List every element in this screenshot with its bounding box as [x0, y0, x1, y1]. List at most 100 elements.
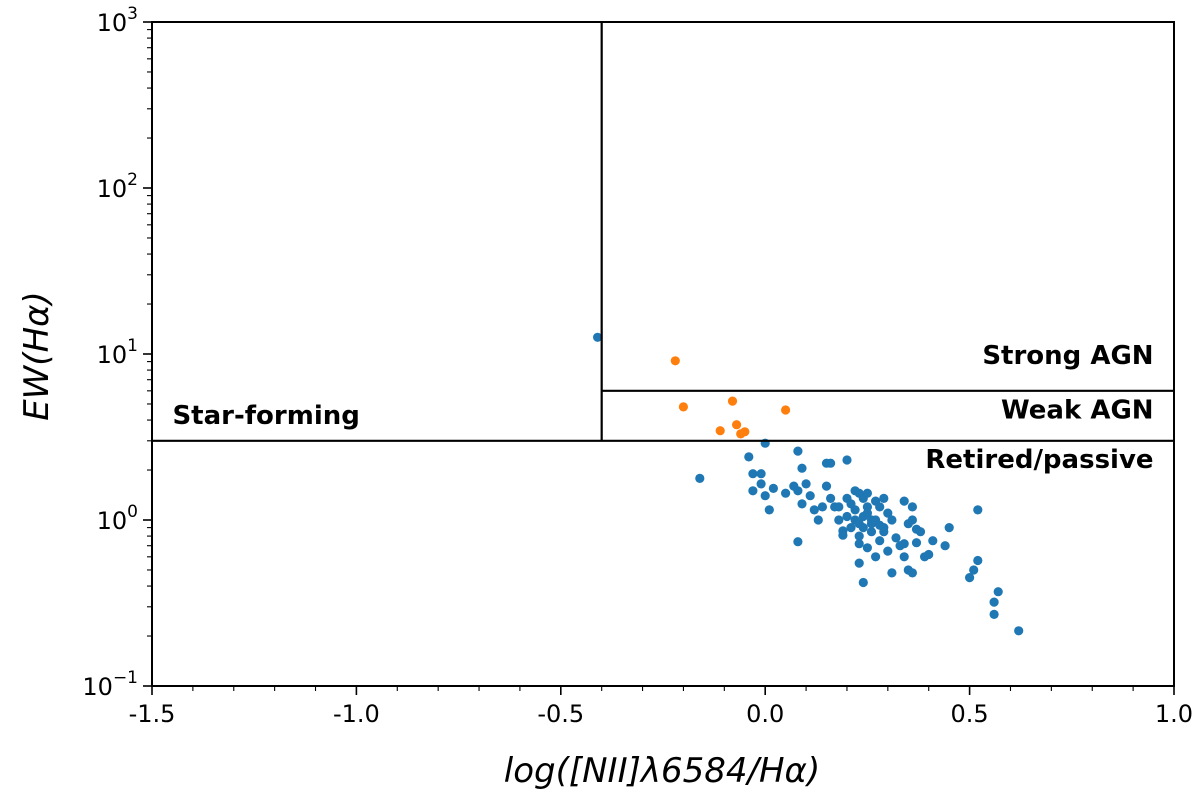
- data-point-blue: [793, 446, 803, 456]
- data-point-blue: [899, 552, 909, 562]
- data-point-blue: [781, 488, 791, 498]
- data-point-blue: [858, 577, 868, 588]
- data-point-blue: [989, 597, 999, 607]
- data-point-blue: [793, 486, 803, 496]
- data-point-blue: [744, 452, 754, 462]
- boundary-lines-layer: [152, 22, 1174, 442]
- data-point-blue: [907, 502, 918, 512]
- data-point-blue: [809, 505, 819, 515]
- y-tick-label: 103: [97, 4, 138, 37]
- data-point-blue: [854, 539, 864, 549]
- data-point-blue: [944, 523, 954, 533]
- data-point-blue: [797, 499, 807, 509]
- data-point-blue: [793, 537, 803, 547]
- data-point-blue: [891, 533, 901, 543]
- x-tick-label: -1.0: [333, 700, 380, 728]
- data-point-blue: [748, 469, 758, 479]
- x-tick-label: -1.5: [129, 700, 176, 728]
- data-point-orange: [740, 427, 750, 437]
- data-point-blue: [862, 508, 873, 518]
- data-point-blue: [854, 531, 864, 541]
- data-point-blue: [797, 463, 807, 473]
- data-point-blue: [748, 486, 758, 496]
- data-point-blue: [899, 496, 909, 506]
- axes-layer: -1.5 -1.0 -0.5 0.0 0.5 1.0 10−1 100 101 102 103: [82, 4, 1193, 728]
- data-point-orange: [715, 426, 725, 436]
- data-point-blue: [838, 530, 848, 540]
- region-label-star-forming: Star-forming: [172, 401, 359, 431]
- x-tick-label: 0.0: [746, 700, 784, 728]
- data-point-blue: [973, 505, 983, 515]
- data-point-blue: [899, 539, 909, 549]
- data-point-blue: [871, 552, 881, 562]
- data-point-blue: [858, 523, 868, 533]
- data-point-blue: [875, 536, 885, 546]
- region-labels-layer: Star-forming Strong AGN Weak AGN Retired/pa…: [172, 341, 1153, 475]
- data-point-orange: [781, 405, 791, 415]
- data-point-blue: [756, 479, 766, 489]
- data-point-blue: [834, 515, 844, 525]
- data-point-orange: [678, 402, 689, 412]
- data-point-blue: [875, 502, 885, 512]
- data-point-blue: [940, 541, 950, 551]
- data-point-blue: [907, 515, 918, 525]
- data-point-blue: [907, 568, 918, 578]
- data-points-layer: [593, 332, 1024, 636]
- x-axis-label: log([NII]λ6584/Hα): [504, 751, 820, 791]
- data-point-blue: [973, 555, 983, 566]
- data-point-blue: [1014, 626, 1024, 636]
- data-point-blue: [915, 527, 926, 537]
- data-point-blue: [969, 565, 979, 575]
- data-point-blue: [993, 587, 1003, 597]
- data-point-blue: [879, 493, 889, 503]
- data-point-blue: [764, 505, 774, 515]
- y-tick-label: 102: [97, 170, 138, 203]
- y-tick-label: 100: [97, 502, 138, 535]
- data-point-blue: [965, 573, 975, 583]
- data-point-blue: [756, 469, 766, 479]
- data-point-blue: [842, 511, 852, 522]
- data-point-blue: [879, 527, 889, 537]
- data-point-blue: [850, 505, 860, 515]
- data-point-blue: [821, 481, 832, 491]
- data-point-orange: [727, 396, 738, 406]
- data-point-blue: [826, 493, 836, 503]
- data-point-blue: [760, 491, 770, 501]
- data-point-blue: [834, 502, 844, 512]
- x-tick-label: 0.5: [951, 700, 989, 728]
- region-label-strong-agn: Strong AGN: [982, 341, 1153, 371]
- data-point-blue: [883, 508, 893, 518]
- data-point-blue: [911, 538, 922, 548]
- data-point-blue: [813, 515, 823, 525]
- x-tick-label: -0.5: [537, 700, 584, 728]
- region-label-weak-agn: Weak AGN: [1001, 395, 1154, 425]
- region-label-retired-passive: Retired/passive: [925, 445, 1153, 475]
- data-point-blue: [593, 332, 603, 342]
- data-point-blue: [887, 568, 897, 578]
- data-point-blue: [862, 543, 873, 553]
- data-point-orange: [732, 420, 742, 430]
- data-point-blue: [989, 609, 999, 620]
- x-tick-label: 1.0: [1155, 700, 1193, 728]
- data-point-blue: [846, 523, 856, 533]
- data-point-blue: [695, 473, 705, 483]
- data-point-blue: [883, 546, 893, 556]
- y-tick-label: 10−1: [82, 668, 138, 701]
- data-point-blue: [924, 549, 934, 560]
- data-point-blue: [826, 458, 836, 468]
- y-tick-label: 101: [97, 336, 138, 369]
- y-axis-label: EW(Hα): [17, 291, 57, 421]
- data-point-blue: [805, 491, 815, 501]
- data-point-blue: [817, 502, 828, 512]
- data-point-blue: [866, 527, 877, 537]
- data-point-blue: [928, 536, 938, 546]
- data-point-blue: [842, 455, 852, 465]
- data-point-blue: [854, 558, 864, 568]
- data-point-blue: [768, 483, 779, 493]
- data-point-blue: [862, 488, 873, 498]
- data-point-blue: [887, 515, 897, 525]
- data-point-blue: [801, 479, 811, 489]
- data-point-orange: [670, 356, 680, 366]
